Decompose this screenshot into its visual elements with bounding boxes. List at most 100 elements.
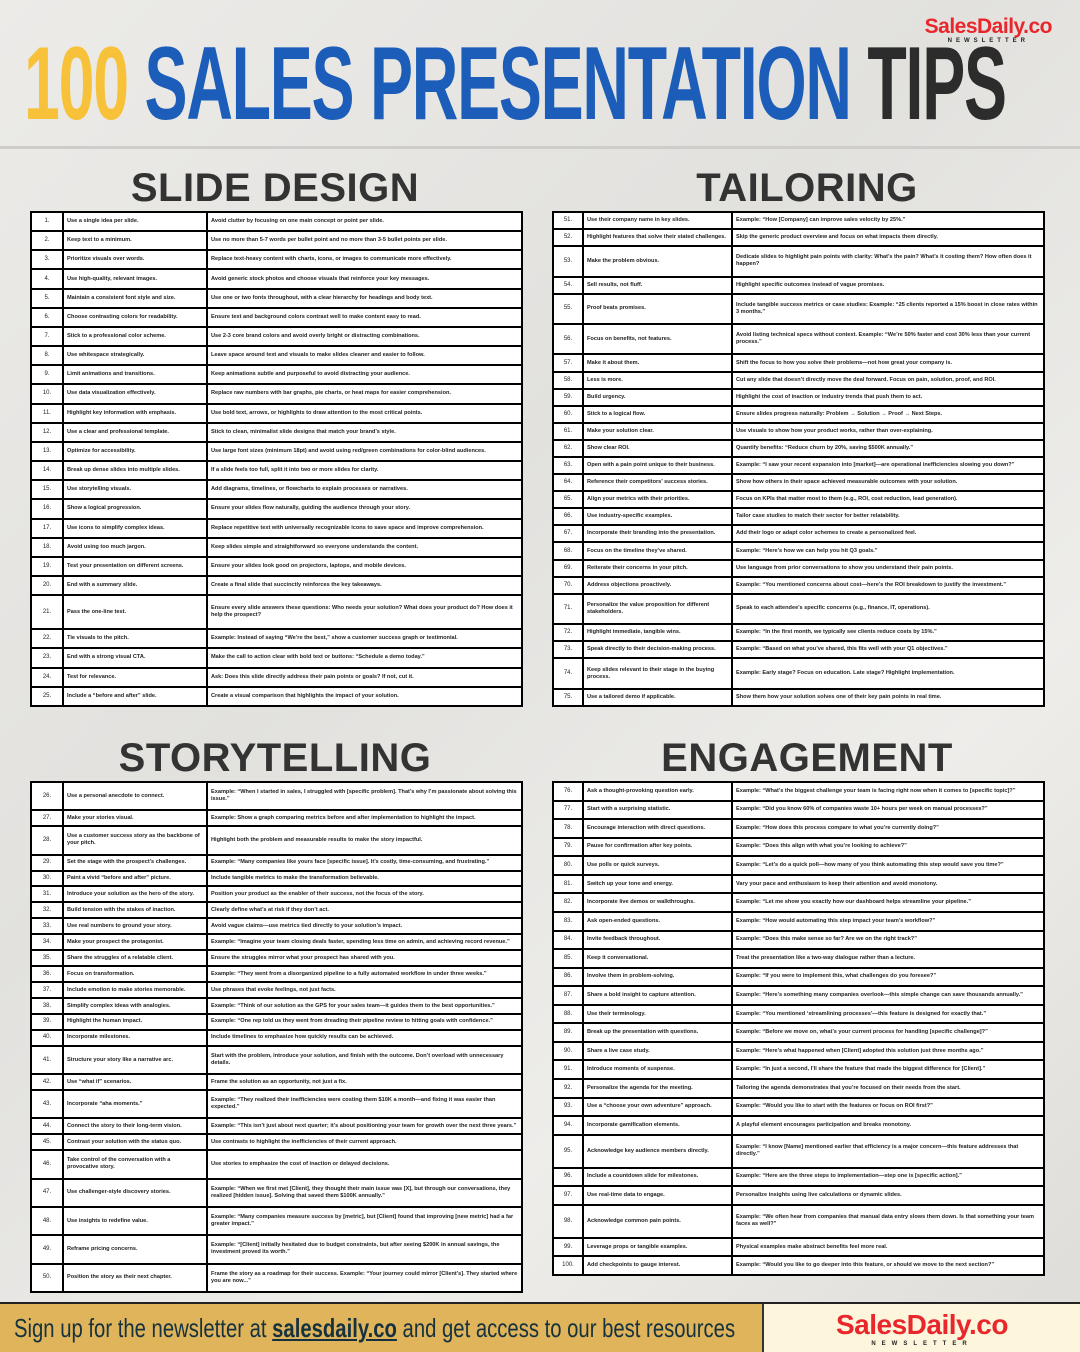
tip-title: Use real-time data to engage. <box>582 1185 733 1206</box>
table-row: 13. Optimize for accessibility. Use large … <box>30 440 523 463</box>
tip-number: 41. <box>30 1044 64 1076</box>
tip-detail: Highlight specific outcomes instead of v… <box>731 275 1045 295</box>
tip-detail: Dedicate slides to highlight pain points… <box>731 245 1045 278</box>
tip-number: 96. <box>552 1166 584 1188</box>
tip-number: 88. <box>552 1003 584 1025</box>
tip-number: 77. <box>552 799 584 821</box>
logo-brand: SalesDaily.co <box>836 1309 1008 1340</box>
tip-title: Use a tailored demo if applicable. <box>582 687 733 708</box>
table-row: 14. Break up dense slides into multiple s… <box>30 460 523 482</box>
tip-detail: Speak to each attendee’s specific concer… <box>731 592 1045 626</box>
tip-detail: Include timelines to emphasize how quick… <box>206 1028 523 1047</box>
tip-title: Incorporate “aha moments.” <box>62 1089 208 1120</box>
tip-detail: Example: “You mentioned ‘streamlining pr… <box>731 1003 1045 1025</box>
tip-number: 59. <box>552 387 584 407</box>
table-row: 83. Ask open-ended questions. Example: “Ho… <box>552 910 1045 932</box>
tip-detail: Quantify benefits: “Reduce churn by 20%,… <box>731 438 1045 459</box>
tip-number: 84. <box>552 929 584 951</box>
tip-number: 72. <box>552 623 584 643</box>
tip-number: 33. <box>30 917 64 936</box>
table-row: 19. Test your presentation on different s… <box>30 555 523 577</box>
table-row: 70. Address objections proactively. Exampl… <box>552 575 1045 595</box>
tip-title: Incorporate gamification elements. <box>582 1115 733 1136</box>
tip-detail: Replace raw numbers with bar graphs, pie… <box>206 383 523 405</box>
table-row: 22. Tie visuals to the pitch. Example: Ins… <box>30 628 523 650</box>
tip-number: 15. <box>30 479 64 501</box>
tip-title: Start with a surprising statistic. <box>582 799 733 821</box>
tip-detail: Example: “Let’s do a quick poll—how many… <box>731 855 1045 876</box>
tip-title: Tie visuals to the pitch. <box>62 628 208 650</box>
tip-title: Reiterate their concerns in your pitch. <box>582 558 733 578</box>
tip-detail: Example: Early stage? Focus on education… <box>731 657 1045 690</box>
tip-title: Incorporate live demos or walkthroughs. <box>582 892 733 913</box>
tip-title: Share a bold insight to capture attentio… <box>582 985 733 1006</box>
tip-title: Involve them in problem-solving. <box>582 966 733 988</box>
table-row: 43. Incorporate “aha moments.” Example: “T… <box>30 1089 523 1120</box>
tip-number: 21. <box>30 594 64 631</box>
table-row: 67. Incorporate their branding into the p… <box>552 524 1045 544</box>
tip-detail: Example: Instead of saying “We’re the be… <box>206 628 523 650</box>
tip-detail: Physical examples make abstract benefits… <box>731 1236 1045 1258</box>
tip-title: Focus on benefits, not features. <box>582 323 733 356</box>
header-divider <box>0 146 1080 149</box>
table-row: 72. Highlight immediate, tangible wins. Ex… <box>552 623 1045 643</box>
tip-detail: Example: “If you were to implement this,… <box>731 966 1045 988</box>
table-row: 11. Highlight key information with emphas… <box>30 402 523 424</box>
tip-detail: Show them how your solution solves one o… <box>731 687 1045 708</box>
table-row: 89. Break up the presentation with questi… <box>552 1022 1045 1043</box>
table-row: 56. Focus on benefits, not features. Avoid… <box>552 323 1045 356</box>
title-tips: TIPS <box>867 26 1007 142</box>
tip-detail: Example: “What’s the biggest challenge y… <box>731 781 1045 802</box>
table-row: 2. Keep text to a minimum. Use no more tha… <box>30 230 523 252</box>
tip-number: 18. <box>30 536 64 558</box>
tip-title: Make it about them. <box>582 353 733 373</box>
tip-number: 75. <box>552 687 584 708</box>
table-row: 63. Open with a pain point unique to thei… <box>552 456 1045 476</box>
tip-title: Simplify complex ideas with analogies. <box>62 997 208 1015</box>
table-row: 58. Less is more. Cut any slide that doesn… <box>552 370 1045 390</box>
section-title-tailoring: TAILORING <box>696 166 918 210</box>
tip-number: 9. <box>30 364 64 386</box>
table-row: 91. Introduce moments of suspense. Example… <box>552 1059 1045 1080</box>
page-title: 100 SALES PRESENTATION TIPS <box>24 32 1007 136</box>
tip-number: 23. <box>30 647 64 669</box>
table-row: 84. Invite feedback throughout. Example: “… <box>552 929 1045 951</box>
tip-detail: Example: “How does this process compare … <box>731 818 1045 839</box>
tip-number: 67. <box>552 524 584 544</box>
tip-title: Highlight key information with emphasis. <box>62 402 208 424</box>
tip-number: 55. <box>552 292 584 326</box>
tip-detail: Replace text-heavy content with charts, … <box>206 249 523 271</box>
tip-title: Stick to a logical flow. <box>582 404 733 424</box>
tip-title: Use industry-specific examples. <box>582 507 733 527</box>
tip-detail: Avoid generic stock photos and choose vi… <box>206 268 523 290</box>
tip-number: 58. <box>552 370 584 390</box>
tip-title: Pause for confirmation after key points. <box>582 836 733 858</box>
tip-title: Address objections proactively. <box>582 575 733 595</box>
tip-title: Maintain a consistent font style and siz… <box>62 287 208 309</box>
table-row: 3. Prioritize visuals over words. Replace … <box>30 249 523 271</box>
tip-detail: Avoid clutter by focusing on one main co… <box>206 210 523 233</box>
table-row: 29. Set the stage with the prospect’s cha… <box>30 853 523 872</box>
tip-title: Choose contrasting colors for readabilit… <box>62 306 208 328</box>
tip-number: 93. <box>552 1096 584 1118</box>
footer-banner: Sign up for the newsletter at salesdaily… <box>0 1302 1080 1352</box>
tip-title: Acknowledge common pain points. <box>582 1203 733 1239</box>
table-row: 16. Show a logical progression. Ensure you… <box>30 498 523 520</box>
tip-number: 30. <box>30 869 64 888</box>
tip-number: 27. <box>30 809 64 828</box>
tip-number: 78. <box>552 818 584 839</box>
tip-title: Use insights to redefine value. <box>62 1205 208 1237</box>
tip-detail: Use language from prior conversations to… <box>731 558 1045 578</box>
newsletter-link[interactable]: salesdaily.co <box>272 1313 397 1343</box>
tip-title: Make your solution clear. <box>582 421 733 441</box>
table-row: 27. Make your stories visual. Example: Sho… <box>30 809 523 828</box>
tip-detail: Keep animations subtle and purposeful to… <box>206 364 523 386</box>
tip-detail: Skip the generic product overview and fo… <box>731 228 1045 248</box>
tip-title: Make the problem obvious. <box>582 245 733 278</box>
tip-detail: Example: “They realized their inefficien… <box>206 1089 523 1120</box>
table-row: 54. Sell results, not fluff. Highlight spe… <box>552 275 1045 295</box>
tip-title: Connect the story to their long-term vis… <box>62 1117 208 1136</box>
tip-detail: Example: “Based on what you’ve shared, t… <box>731 640 1045 660</box>
tip-number: 46. <box>30 1149 64 1180</box>
tip-detail: Use phrases that evoke feelings, not jus… <box>206 981 523 1000</box>
